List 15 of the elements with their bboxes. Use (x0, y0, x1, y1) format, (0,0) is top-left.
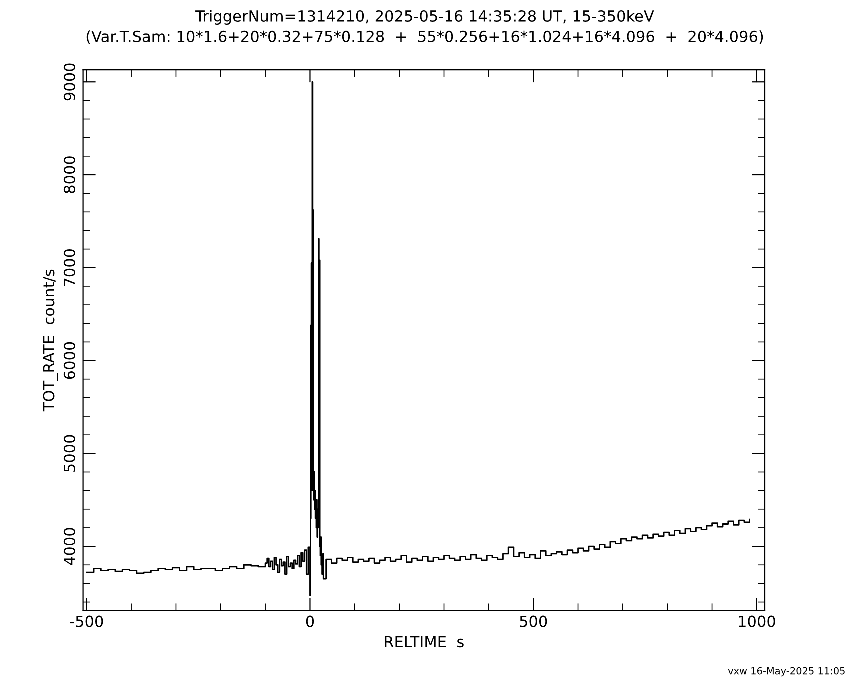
x-tick-label: -500 (70, 616, 104, 628)
y-tick-label: 6000 (64, 342, 76, 380)
y-tick-label: 9000 (64, 64, 76, 101)
y-tick-label: 8000 (64, 156, 76, 194)
y-tick-label: 4000 (64, 528, 76, 566)
y-tick-label: 7000 (64, 249, 76, 286)
x-tick-label: 1000 (739, 616, 776, 628)
y-axis-title: TOT_RATE count/s (43, 270, 58, 412)
x-tick-label: 0 (306, 616, 314, 628)
text: vxw 16-May-2025 11:05 (728, 667, 845, 677)
y-tick-label: 5000 (64, 435, 76, 472)
x-axis-title: RELTIME s (385, 636, 464, 648)
chart-title: TriggerNum=1314210, 2025-05-16 14:35:28 UT, 15-350keV (196, 10, 654, 25)
chart-subtitle: (Var.T.Sam: 10*1.6+20*0.32+75*0.128 + 55*0.256+16*1.024+16*4.096 + 20*4.096) (86, 30, 764, 44)
x-tick-label: 500 (520, 616, 548, 628)
